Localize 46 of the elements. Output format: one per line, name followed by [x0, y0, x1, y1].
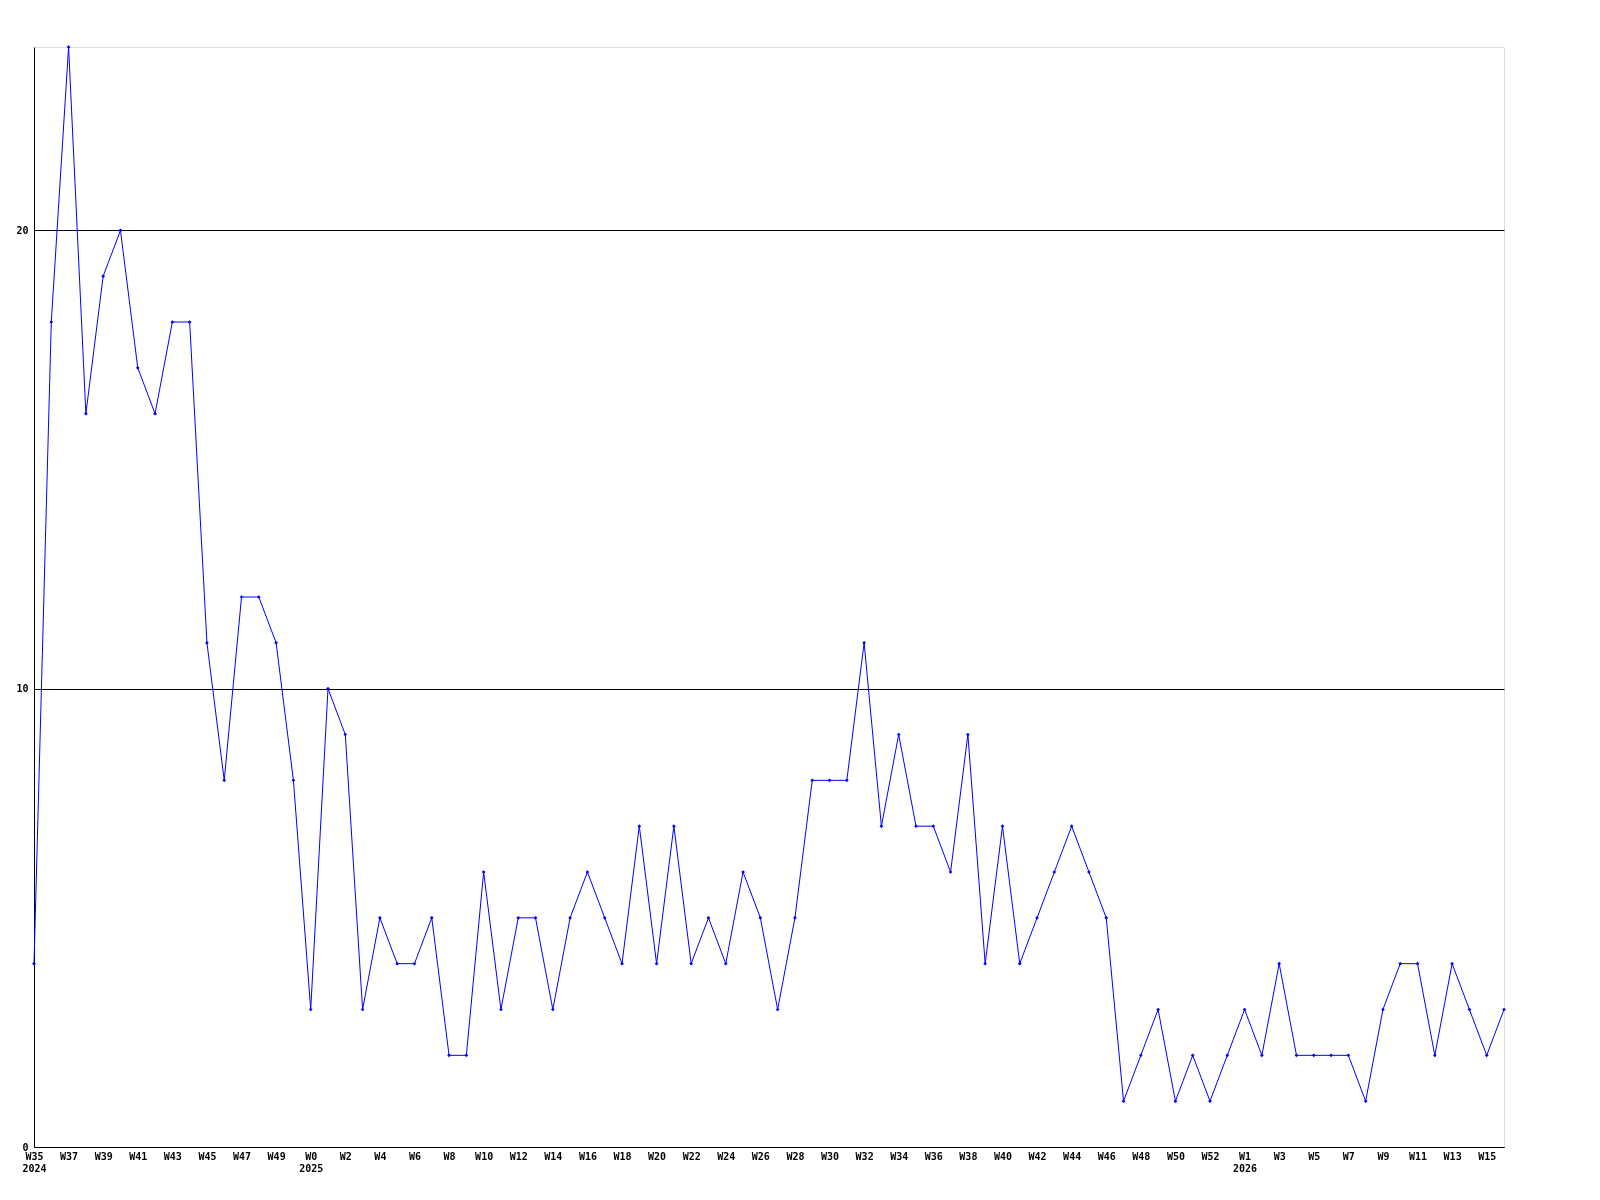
x-tick-label: W45: [198, 1150, 217, 1162]
x-tick-label: W7: [1342, 1150, 1355, 1162]
x-tick-label: W44: [1063, 1150, 1082, 1162]
x-tick-label: W12: [509, 1150, 528, 1162]
x-tick-label: W38: [959, 1150, 978, 1162]
x-tick-label: W49: [267, 1150, 286, 1162]
x-tick-label: W37: [60, 1150, 79, 1162]
x-tick-label: W8: [443, 1150, 456, 1162]
x-tick-label: W5: [1308, 1150, 1321, 1162]
x-tick-label: W48: [1132, 1150, 1151, 1162]
x-tick-label: W42: [1028, 1150, 1047, 1162]
x-tick-label: W50: [1166, 1150, 1185, 1162]
x-tick-label: W16: [578, 1150, 597, 1162]
x-tick-label: W39: [94, 1150, 113, 1162]
x-tick-label: W47: [233, 1150, 252, 1162]
x-tick-label: W14: [544, 1150, 563, 1162]
x-tick-label: W35 2024: [22, 1150, 47, 1174]
x-tick-label: W24: [717, 1150, 736, 1162]
x-tick-label: W28: [786, 1150, 805, 1162]
y-tick-label: 20: [16, 224, 29, 236]
y-tick-label: 0: [22, 1141, 29, 1153]
x-tick-label: W0 2025: [299, 1150, 324, 1174]
x-tick-label: W20: [648, 1150, 667, 1162]
x-tick-label: W30: [821, 1150, 840, 1162]
x-tick-label: W22: [682, 1150, 701, 1162]
x-tick-label: W52: [1201, 1150, 1220, 1162]
x-tick-label: W9: [1377, 1150, 1390, 1162]
x-tick-label: W32: [855, 1150, 874, 1162]
x-tick-label: W46: [1097, 1150, 1116, 1162]
x-tick-label: W36: [924, 1150, 943, 1162]
x-tick-label: W6: [408, 1150, 421, 1162]
x-tick-label: W3: [1273, 1150, 1286, 1162]
x-tick-label: W15: [1478, 1150, 1497, 1162]
x-tick-label: W40: [993, 1150, 1012, 1162]
x-tick-label: W4: [374, 1150, 387, 1162]
x-tick-label: W18: [613, 1150, 632, 1162]
x-tick-label: W13: [1443, 1150, 1462, 1162]
x-tick-label: W1 2026: [1233, 1150, 1258, 1174]
y-tick-label: 10: [16, 683, 29, 695]
x-tick-label: W2: [339, 1150, 352, 1162]
x-tick-label: W34: [890, 1150, 909, 1162]
x-tick-label: W11: [1409, 1150, 1428, 1162]
x-tick-label: W10: [475, 1150, 494, 1162]
x-tick-label: W43: [163, 1150, 182, 1162]
x-tick-label: W26: [751, 1150, 770, 1162]
x-tick-label: W41: [129, 1150, 148, 1162]
